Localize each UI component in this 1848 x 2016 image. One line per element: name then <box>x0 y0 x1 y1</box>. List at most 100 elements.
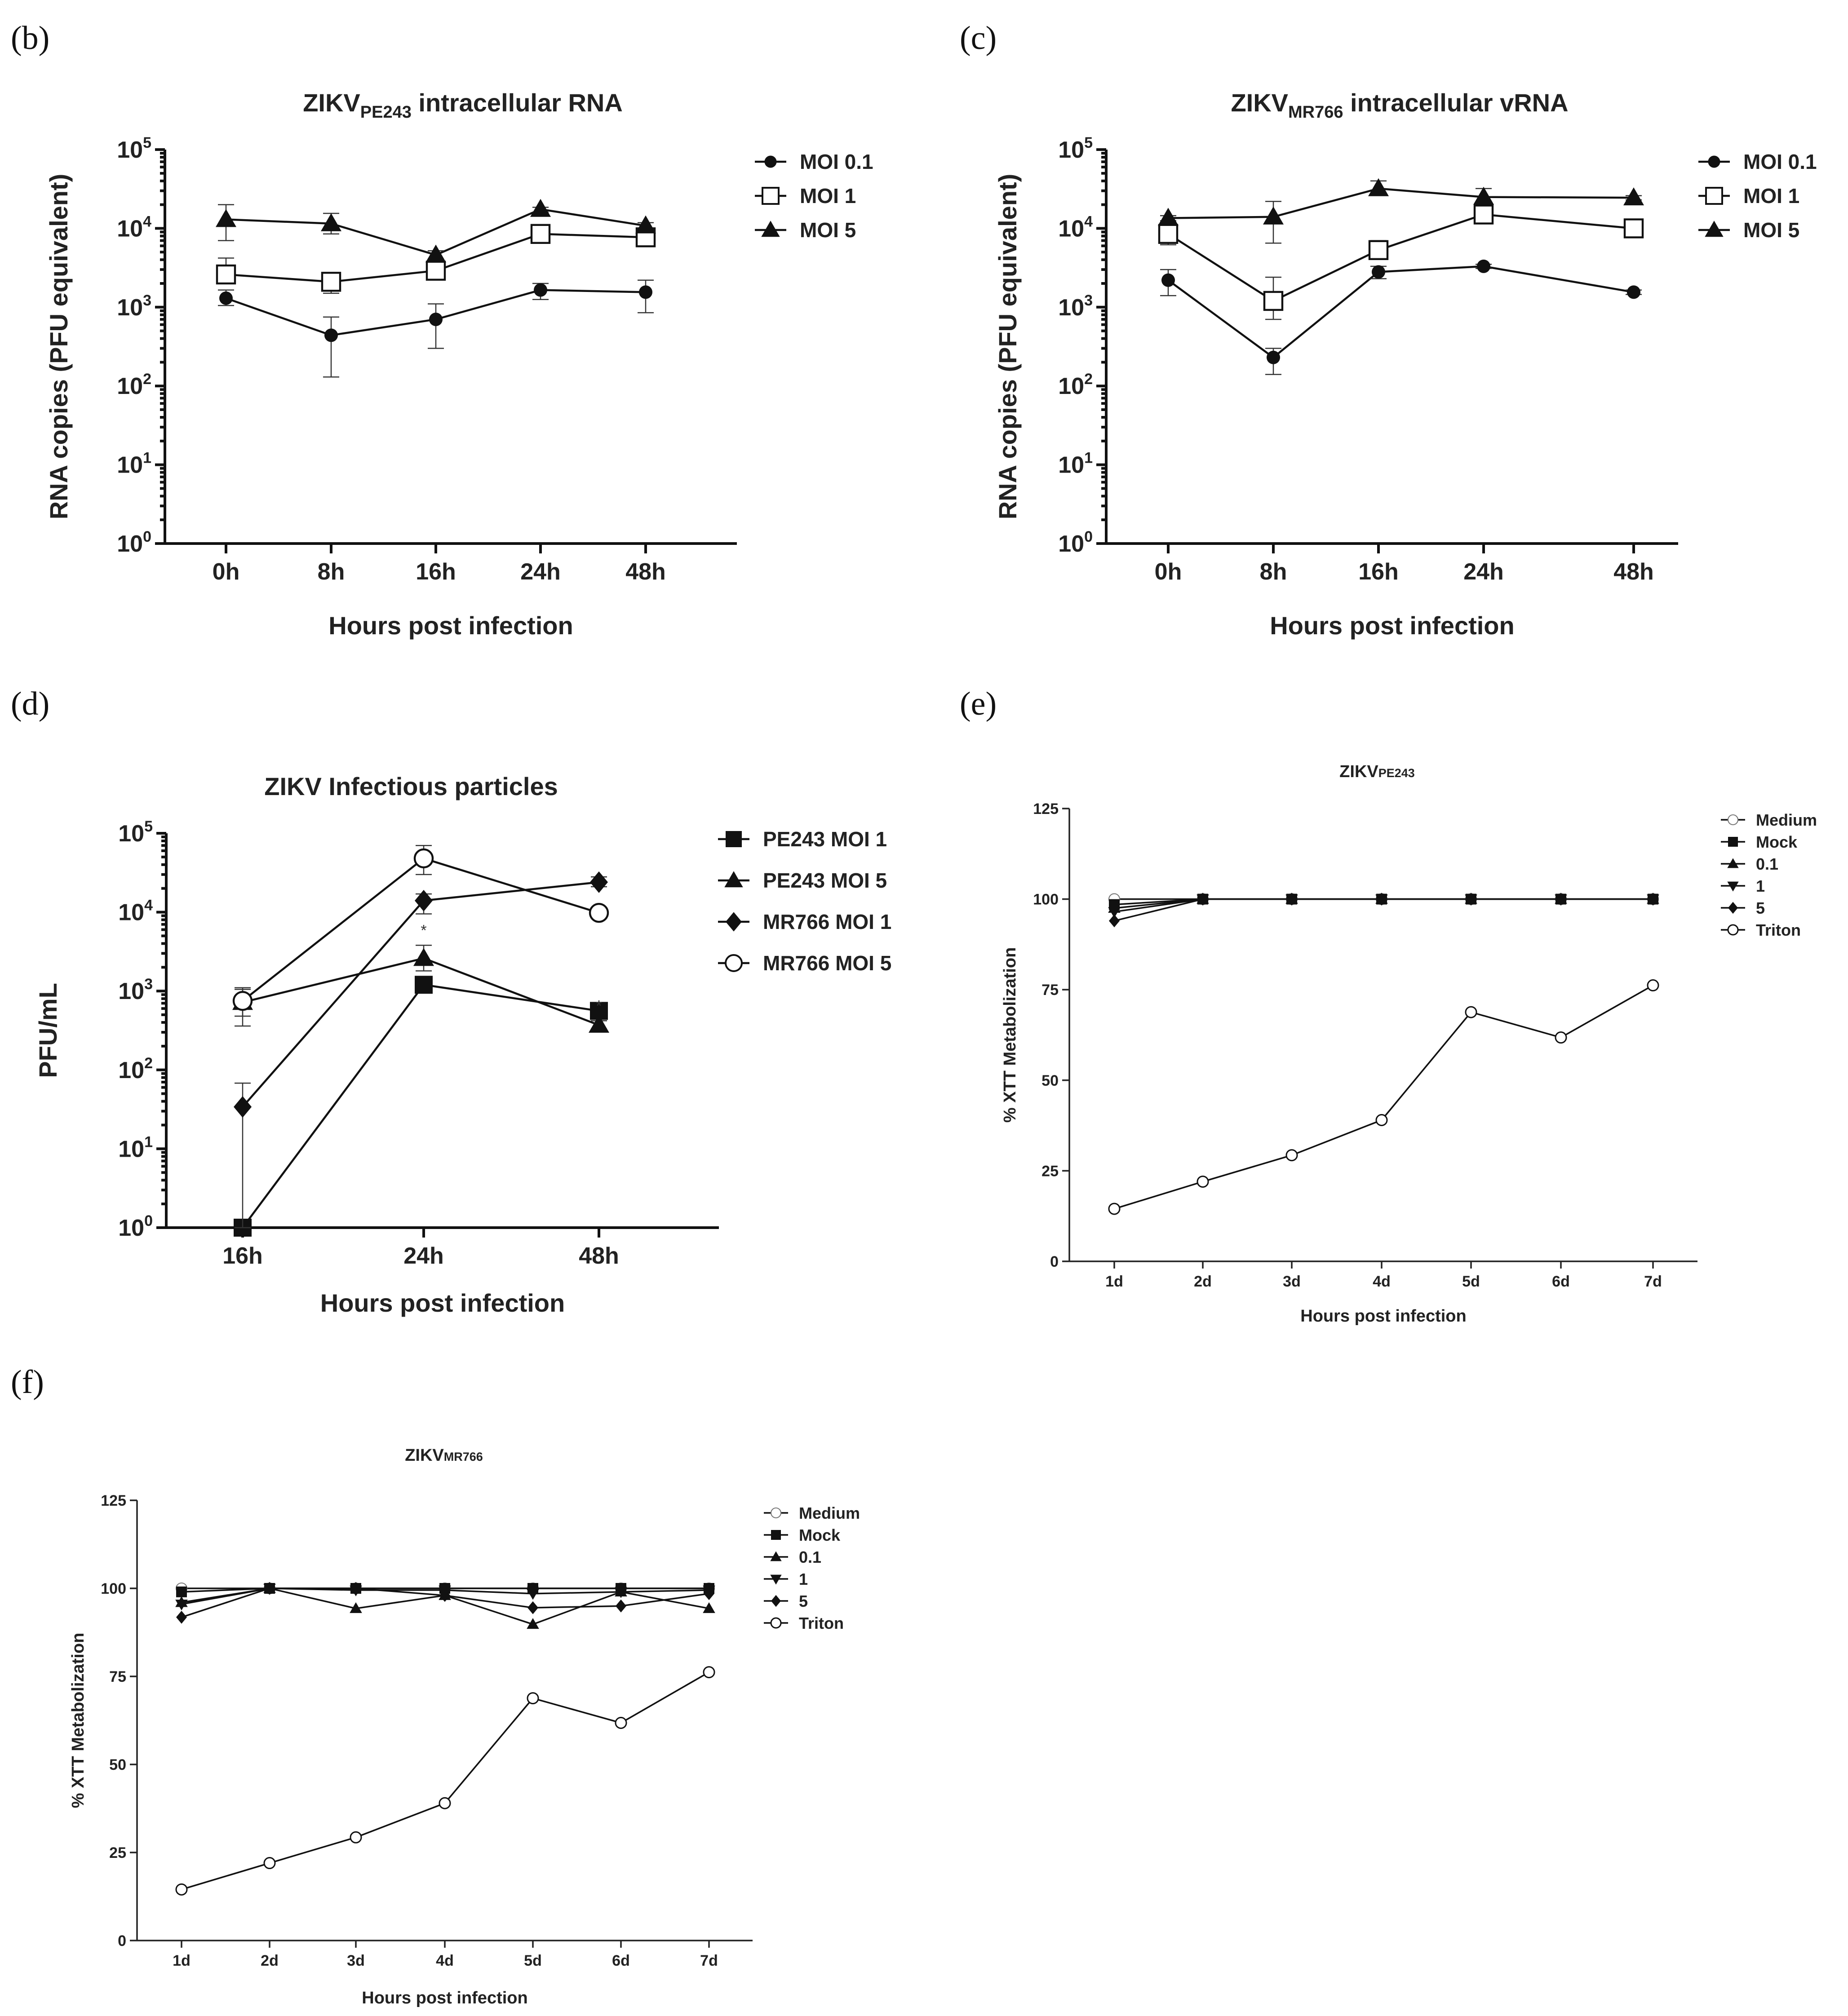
y-tick-label: 103 <box>118 976 153 1004</box>
data-point <box>264 1582 275 1595</box>
y-tick-label: 100 <box>1058 528 1093 557</box>
y-tick-exponent: 4 <box>143 213 151 230</box>
data-point <box>1477 259 1490 273</box>
series-medium: Medium <box>1108 811 1817 905</box>
x-tick-label: 8h <box>318 559 345 585</box>
y-axis-title: RNA copies (PFU equivalent) <box>993 174 1022 520</box>
series-moi-5: MOI 5 <box>216 199 856 263</box>
y-tick-label: 102 <box>118 1055 153 1083</box>
chart-title-sub: PE243 <box>1378 766 1415 780</box>
y-tick-base: 10 <box>1058 373 1084 399</box>
y-tick-label: 105 <box>117 134 151 163</box>
y-tick-label: 104 <box>117 213 151 242</box>
legend-marker <box>770 1507 782 1519</box>
y-tick-label: 25 <box>1041 1163 1059 1180</box>
panel-letter-e: (e) <box>960 685 997 722</box>
chart-title-main: ZIKV <box>1339 762 1378 781</box>
y-tick-exponent: 4 <box>1084 213 1093 230</box>
legend-marker <box>724 871 743 888</box>
x-axis-title: Hours post infection <box>1300 1307 1466 1326</box>
y-tick-label: 104 <box>1058 213 1093 242</box>
y-tick-exponent: 3 <box>143 292 151 309</box>
legend-marker <box>770 1574 782 1585</box>
legend-marker <box>764 155 777 168</box>
data-point <box>530 224 551 244</box>
data-point <box>415 976 433 994</box>
data-point <box>1368 178 1389 196</box>
chart-title-rest: intracellular RNA <box>412 88 623 117</box>
chart-title: ZIKVPE243 intracellular RNA <box>303 88 623 122</box>
y-tick-base: 10 <box>117 452 143 478</box>
data-point <box>1368 240 1389 260</box>
data-point <box>425 244 446 263</box>
legend-marker <box>1727 924 1739 936</box>
y-tick-exponent: 2 <box>1084 371 1093 388</box>
y-tick-base: 10 <box>118 1136 144 1162</box>
legend-label: Medium <box>799 1504 860 1522</box>
x-axis-title: Hours post infection <box>362 1989 527 2007</box>
y-tick-exponent: 0 <box>144 1212 153 1229</box>
legend-label: Triton <box>799 1614 844 1632</box>
series-pe243-moi-1: PE243 MOI 1 <box>234 827 887 1237</box>
y-tick-label: 105 <box>118 818 153 847</box>
series-medium: Medium <box>175 1504 860 1595</box>
x-axis-title: Hours post infection <box>1270 611 1514 640</box>
x-tick-label: 6d <box>612 1952 630 1969</box>
data-point <box>1372 265 1385 279</box>
chart-title-main: ZIKV <box>405 1446 444 1465</box>
legend-label: MOI 5 <box>800 218 856 242</box>
data-point <box>615 1587 627 1598</box>
series-line <box>1167 265 1634 359</box>
data-point <box>1556 893 1566 906</box>
legend-marker <box>762 187 780 205</box>
chart-b: ZIKVPE243 intracellular RNA1001011021031… <box>44 88 873 640</box>
y-axis-title: RNA copies (PFU equivalent) <box>44 174 73 520</box>
data-point <box>1375 1114 1388 1127</box>
data-point <box>639 285 652 299</box>
y-tick-base: 10 <box>1058 216 1084 242</box>
y-tick-base: 10 <box>118 1215 144 1241</box>
x-axis-title: Hours post infection <box>328 611 573 640</box>
y-tick-label: 0 <box>1050 1253 1059 1270</box>
data-point <box>527 1601 538 1614</box>
data-point <box>1109 914 1120 928</box>
x-tick-label: 2d <box>1194 1273 1212 1290</box>
legend-label: Mock <box>1756 833 1798 851</box>
series-moi-0-1: MOI 0.1 <box>218 150 873 378</box>
data-point <box>350 1582 361 1595</box>
data-point <box>234 1096 252 1118</box>
series-moi-5: MOI 5 <box>1158 178 1799 244</box>
x-tick-label: 6d <box>1552 1273 1570 1290</box>
x-tick-label: 24h <box>403 1243 444 1269</box>
legend-marker <box>726 912 742 932</box>
data-point <box>1161 273 1175 287</box>
legend-label: 0.1 <box>1756 855 1778 873</box>
y-tick-label: 102 <box>1058 371 1093 399</box>
data-point <box>216 209 236 227</box>
data-point <box>1623 187 1644 206</box>
y-tick-exponent: 2 <box>143 371 151 388</box>
panel-letter-d: (d) <box>11 685 50 722</box>
x-tick-label: 0h <box>213 559 240 585</box>
y-tick-base: 10 <box>1058 531 1084 557</box>
legend-label: MOI 5 <box>1743 218 1799 242</box>
data-point <box>704 1587 714 1600</box>
y-tick-label: 100 <box>101 1580 126 1597</box>
series-mr766-moi-5: MR766 MOI 5 <box>232 844 891 1017</box>
y-tick-label: 104 <box>118 897 153 926</box>
y-tick-base: 10 <box>118 978 144 1004</box>
data-point <box>1465 1006 1477 1018</box>
series-line <box>1168 187 1634 219</box>
significance-mark: * <box>421 922 426 939</box>
y-tick-label: 100 <box>118 1212 153 1241</box>
data-point <box>589 902 609 923</box>
chart-title: ZIKVMR766 intracellular vRNA <box>1231 88 1568 122</box>
legend-label: Triton <box>1756 921 1801 939</box>
x-tick-label: 1d <box>1105 1273 1123 1290</box>
y-tick-base: 10 <box>117 295 143 321</box>
data-point <box>534 283 547 297</box>
y-axis-title: % XTT Metabolization <box>1001 947 1019 1123</box>
data-point <box>321 272 341 292</box>
legend-label: Medium <box>1756 811 1817 829</box>
legend-label: 1 <box>1756 877 1765 895</box>
